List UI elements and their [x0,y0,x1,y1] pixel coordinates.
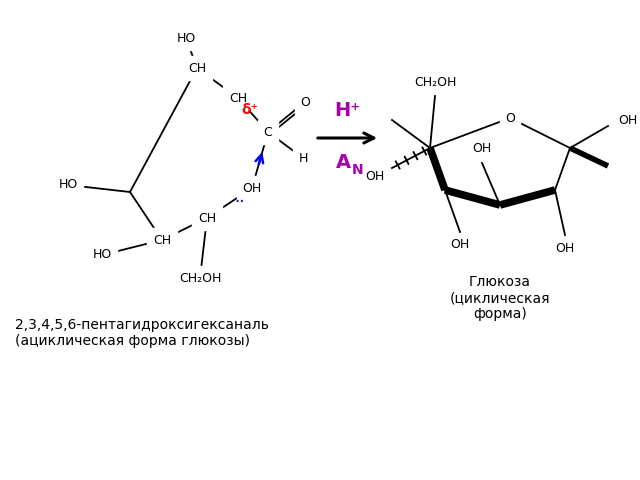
Text: OH: OH [451,239,470,252]
Text: O: O [300,96,310,108]
Text: CH: CH [188,61,206,74]
Text: 2,3,4,5,6-пентагидроксигексаналь
(ациклическая форма глюкозы): 2,3,4,5,6-пентагидроксигексаналь (ацикли… [15,318,269,348]
Text: A: A [336,154,351,172]
Text: CH₂OH: CH₂OH [414,76,456,89]
Text: Глюкоза
(циклическая
форма): Глюкоза (циклическая форма) [450,275,550,322]
Text: HO: HO [92,249,111,262]
Text: OH: OH [472,143,492,156]
Text: OH: OH [556,241,575,254]
Text: HO: HO [177,32,196,45]
Text: H: H [298,152,308,165]
Text: δ⁺: δ⁺ [241,103,259,117]
Text: C: C [264,125,273,139]
Text: OH: OH [365,169,385,182]
Text: CH: CH [229,92,247,105]
Text: ··: ·· [235,193,245,211]
Text: OH: OH [618,113,637,127]
Text: HO: HO [58,179,77,192]
Text: O: O [505,111,515,124]
Text: N: N [352,163,364,177]
Text: CH: CH [153,233,171,247]
Text: OH: OH [243,181,262,194]
Text: H⁺: H⁺ [334,100,361,120]
Text: CH: CH [198,212,216,225]
Text: CH₂OH: CH₂OH [179,272,221,285]
